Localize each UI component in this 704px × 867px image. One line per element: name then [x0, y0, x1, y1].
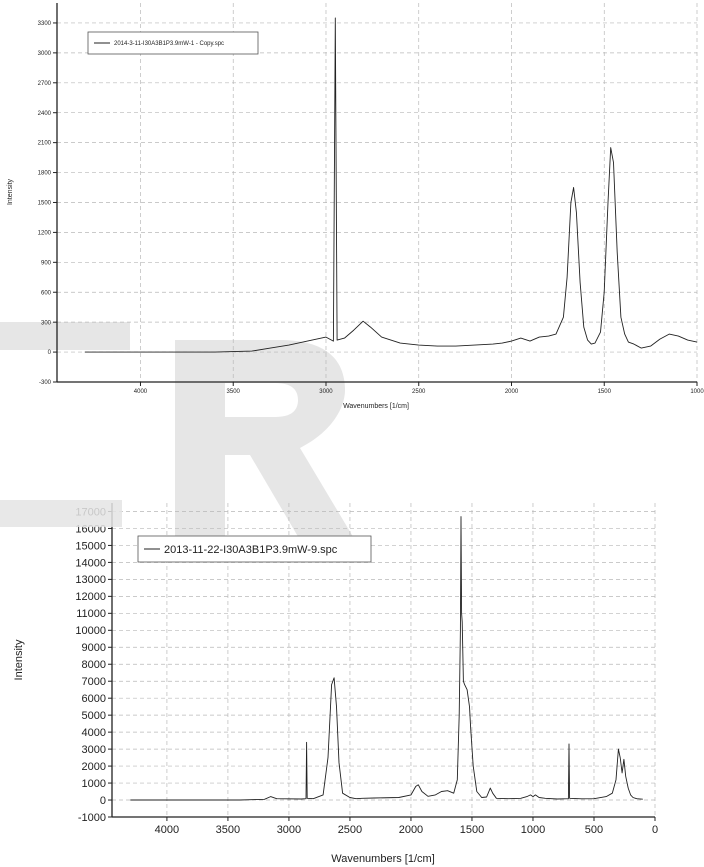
x-axis-label: Wavenumbers [1/cm] [343, 403, 409, 410]
y-axis-label: Intensity [7, 178, 14, 205]
x-tick-label: 1500 [460, 824, 484, 836]
x-axis-label: Wavenumbers [1/cm] [331, 853, 435, 865]
x-tick-label: 3000 [277, 824, 301, 836]
x-tick-label: 1000 [521, 824, 545, 836]
chart-1: -300 0 300 600 900 1200 1500 1800 2100 2400 2700 30… [7, 3, 704, 410]
x-tick-label: 2000 [399, 824, 423, 836]
legend-label: 2014-3-11-I30A3B1P3.9mW-1 - Copy.spc [114, 41, 224, 47]
x-tick-label: 0 [652, 824, 658, 836]
x-tick-label: 2500 [338, 824, 362, 836]
y-tick-label: 600 [41, 290, 52, 296]
y-tick-label: 2100 [38, 141, 52, 147]
y-tick-label: 4000 [82, 727, 106, 739]
y-axis-label: Intensity [13, 639, 25, 680]
y-tick-label: 3000 [82, 744, 106, 756]
y-tick-label: 8000 [82, 659, 106, 671]
legend: 2013-11-22-I30A3B1P3.9mW-9.spc [137, 535, 372, 563]
legend-label: 2013-11-22-I30A3B1P3.9mW-9.spc [164, 544, 338, 556]
y-tick-label: 9000 [82, 642, 106, 654]
y-tick-label: 3300 [38, 21, 52, 27]
x-tick-label: 3500 [216, 824, 240, 836]
y-tick-label: 1500 [38, 201, 52, 207]
y-tick-label: 0 [100, 795, 106, 807]
y-tick-label: 2700 [38, 81, 52, 87]
y-tick-label: 3000 [38, 51, 52, 57]
y-tick-label: 15000 [75, 540, 106, 552]
x-tick-label: 1000 [690, 389, 704, 395]
y-tick-label: 13000 [75, 574, 106, 586]
y-tick-label: 5000 [82, 710, 106, 722]
x-tick-label: 500 [585, 824, 603, 836]
y-tick-label: 900 [41, 260, 52, 266]
y-tick-label: 1800 [38, 171, 52, 177]
y-tick-label: 6000 [82, 693, 106, 705]
y-tick-label: 2000 [82, 761, 106, 773]
x-tick-label: 3000 [319, 389, 333, 395]
watermark-bar-top [0, 322, 130, 350]
y-tick-label: 7000 [82, 676, 106, 688]
y-tick-label: 1000 [82, 778, 106, 790]
y-tick-label: 14000 [75, 557, 106, 569]
x-tick-label: 4000 [134, 389, 148, 395]
x-tick-label: 1500 [598, 389, 612, 395]
y-tick-label: 2400 [38, 111, 52, 117]
legend: 2014-3-11-I30A3B1P3.9mW-1 - Copy.spc [87, 31, 259, 55]
x-tick-label: 3500 [227, 389, 241, 395]
x-tick-label: 2000 [505, 389, 519, 395]
legend-box [87, 31, 259, 55]
y-tick-label: -1000 [78, 812, 106, 824]
spectrum-line [84, 17, 698, 353]
x-tick-label: 2500 [412, 389, 426, 395]
x-tick-label: 4000 [155, 824, 179, 836]
legend-box [137, 535, 372, 563]
watermark-glyph [0, 322, 355, 540]
watermark-bar [0, 500, 122, 527]
y-tick-label: 12000 [75, 591, 106, 603]
chart-2: -100001000200030004000500060007000800090… [13, 503, 658, 865]
y-tick-label: 11000 [76, 608, 106, 620]
y-tick-label: 1200 [38, 230, 52, 236]
y-tick-label: 10000 [75, 625, 106, 637]
y-tick-label: 300 [41, 320, 52, 326]
spectrum-line [130, 516, 643, 801]
y-tick-label: -300 [39, 380, 52, 386]
watermark-letter [175, 340, 355, 540]
y-tick-label: 0 [48, 350, 52, 356]
